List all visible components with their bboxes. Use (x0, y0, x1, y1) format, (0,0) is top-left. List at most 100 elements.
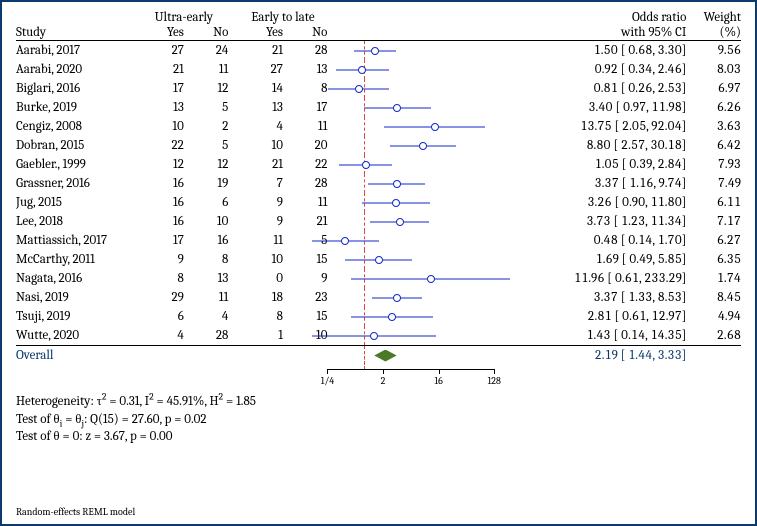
el-yes: 13 (238, 98, 282, 117)
study-label: Lee, 2018 (16, 212, 139, 231)
or-ci: 11.96 [ 0.61, 233.29] (494, 269, 686, 288)
or-ci: 1.50 [ 0.68, 3.30] (494, 41, 686, 61)
ue-yes: 6 (139, 307, 183, 326)
table-row: Biglari, 201617121480.81 [ 0.26, 2.53]6.… (16, 79, 741, 98)
study-label: Biglari, 2016 (16, 79, 139, 98)
axis-tick (383, 369, 384, 374)
point-marker (370, 332, 378, 340)
plot-cell (327, 117, 494, 136)
el-no: 11 (283, 117, 328, 136)
ue-no: 19 (184, 174, 229, 193)
or-ci: 3.37 [ 1.16, 9.74] (494, 174, 686, 193)
or-ci: 3.40 [ 0.97, 11.98] (494, 98, 686, 117)
study-label: Burke, 2019 (16, 98, 139, 117)
weight: 6.11 (686, 193, 741, 212)
ue-no: 10 (184, 212, 229, 231)
weight: 7.49 (686, 174, 741, 193)
test-theta-zero-note: Test of θ = 0: z = 3.67, p = 0.00 (16, 428, 741, 446)
header-ue-yes: Yes (139, 25, 183, 41)
weight: 3.63 (686, 117, 741, 136)
header-ue-no: No (184, 25, 229, 41)
table-row: Cengiz, 200810241113.75 [ 2.05, 92.04]3.… (16, 117, 741, 136)
point-marker (419, 142, 427, 150)
table-row: Jug, 20151669113.26 [ 0.90, 11.80]6.11 (16, 193, 741, 212)
plot-cell (327, 193, 494, 212)
point-marker (375, 256, 383, 264)
ue-yes: 29 (139, 288, 183, 307)
axis-line (327, 369, 494, 370)
weight: 6.42 (686, 136, 741, 155)
study-label: Grassner, 2016 (16, 174, 139, 193)
reference-line (364, 174, 365, 193)
ue-yes: 21 (139, 60, 183, 79)
el-no: 15 (283, 250, 328, 269)
ue-no: 2 (184, 117, 229, 136)
el-no: 9 (283, 269, 328, 288)
weight: 2.68 (686, 326, 741, 346)
axis-row: 1/4216128 (16, 365, 741, 391)
header-odds-ratio: Odds ratio (494, 10, 686, 25)
table-row: Tsuji, 2019648152.81 [ 0.61, 12.97]4.94 (16, 307, 741, 326)
plot-cell (327, 79, 494, 98)
ue-no: 5 (184, 136, 229, 155)
el-no: 28 (283, 41, 328, 61)
point-marker (427, 275, 435, 283)
study-label: Nasi, 2019 (16, 288, 139, 307)
reference-line (364, 288, 365, 307)
el-yes: 9 (238, 193, 282, 212)
el-no: 21 (283, 212, 328, 231)
ue-yes: 9 (139, 250, 183, 269)
ue-yes: 16 (139, 174, 183, 193)
header-el-yes: Yes (238, 25, 282, 41)
table-row: Wutte, 20204281101.43 [ 0.14, 14.35]2.68 (16, 326, 741, 346)
axis-tick (327, 369, 328, 374)
plot-cell (327, 307, 494, 326)
point-marker (393, 294, 401, 302)
weight: 7.93 (686, 155, 741, 174)
point-marker (388, 313, 396, 321)
or-ci: 3.26 [ 0.90, 11.80] (494, 193, 686, 212)
weight: 1.74 (686, 269, 741, 288)
point-marker (393, 104, 401, 112)
plot-cell (327, 212, 494, 231)
study-label: Jug, 2015 (16, 193, 139, 212)
ue-yes: 17 (139, 79, 183, 98)
study-label: Nagata, 2016 (16, 269, 139, 288)
ue-no: 11 (184, 60, 229, 79)
heterogeneity-note: Heterogeneity: τ2 = 0.31, I2 = 45.91%, H… (16, 393, 741, 411)
el-yes: 18 (238, 288, 282, 307)
table-row: Dobran, 201522510208.80 [ 2.57, 30.18]6.… (16, 136, 741, 155)
ue-no: 12 (184, 155, 229, 174)
ue-yes: 10 (139, 117, 183, 136)
point-marker (358, 66, 366, 74)
reference-line (364, 346, 365, 369)
reference-line (364, 212, 365, 231)
overall-or-ci: 2.19 [ 1.44, 3.33] (494, 346, 686, 365)
weight: 9.56 (686, 41, 741, 61)
table-row: Mattiassich, 201717161150.48 [ 0.14, 1.7… (16, 231, 741, 250)
or-ci: 8.80 [ 2.57, 30.18] (494, 136, 686, 155)
header-weight-pct: (%) (686, 25, 741, 41)
el-yes: 10 (238, 136, 282, 155)
or-ci: 3.73 [ 1.23, 11.34] (494, 212, 686, 231)
ue-yes: 4 (139, 326, 183, 346)
overall-row: Overall 2.19 [ 1.44, 3.33] (16, 346, 741, 365)
ue-no: 5 (184, 98, 229, 117)
el-yes: 9 (238, 212, 282, 231)
column-header-row: Study Yes No Yes No with 95% CI (%) (16, 25, 741, 41)
axis-tick (439, 369, 440, 374)
el-no: 20 (283, 136, 328, 155)
el-no: 23 (283, 288, 328, 307)
or-ci: 3.37 [ 1.33, 8.53] (494, 288, 686, 307)
ue-yes: 13 (139, 98, 183, 117)
table-row: Nasi, 2019291118233.37 [ 1.33, 8.53]8.45 (16, 288, 741, 307)
overall-plot (327, 346, 494, 365)
ue-no: 4 (184, 307, 229, 326)
plot-cell (327, 98, 494, 117)
point-marker (371, 47, 379, 55)
ue-yes: 22 (139, 136, 183, 155)
footer-notes: Heterogeneity: τ2 = 0.31, I2 = 45.91%, H… (16, 393, 741, 446)
axis-tick-label: 16 (434, 375, 442, 387)
weight: 8.03 (686, 60, 741, 79)
el-yes: 21 (238, 155, 282, 174)
